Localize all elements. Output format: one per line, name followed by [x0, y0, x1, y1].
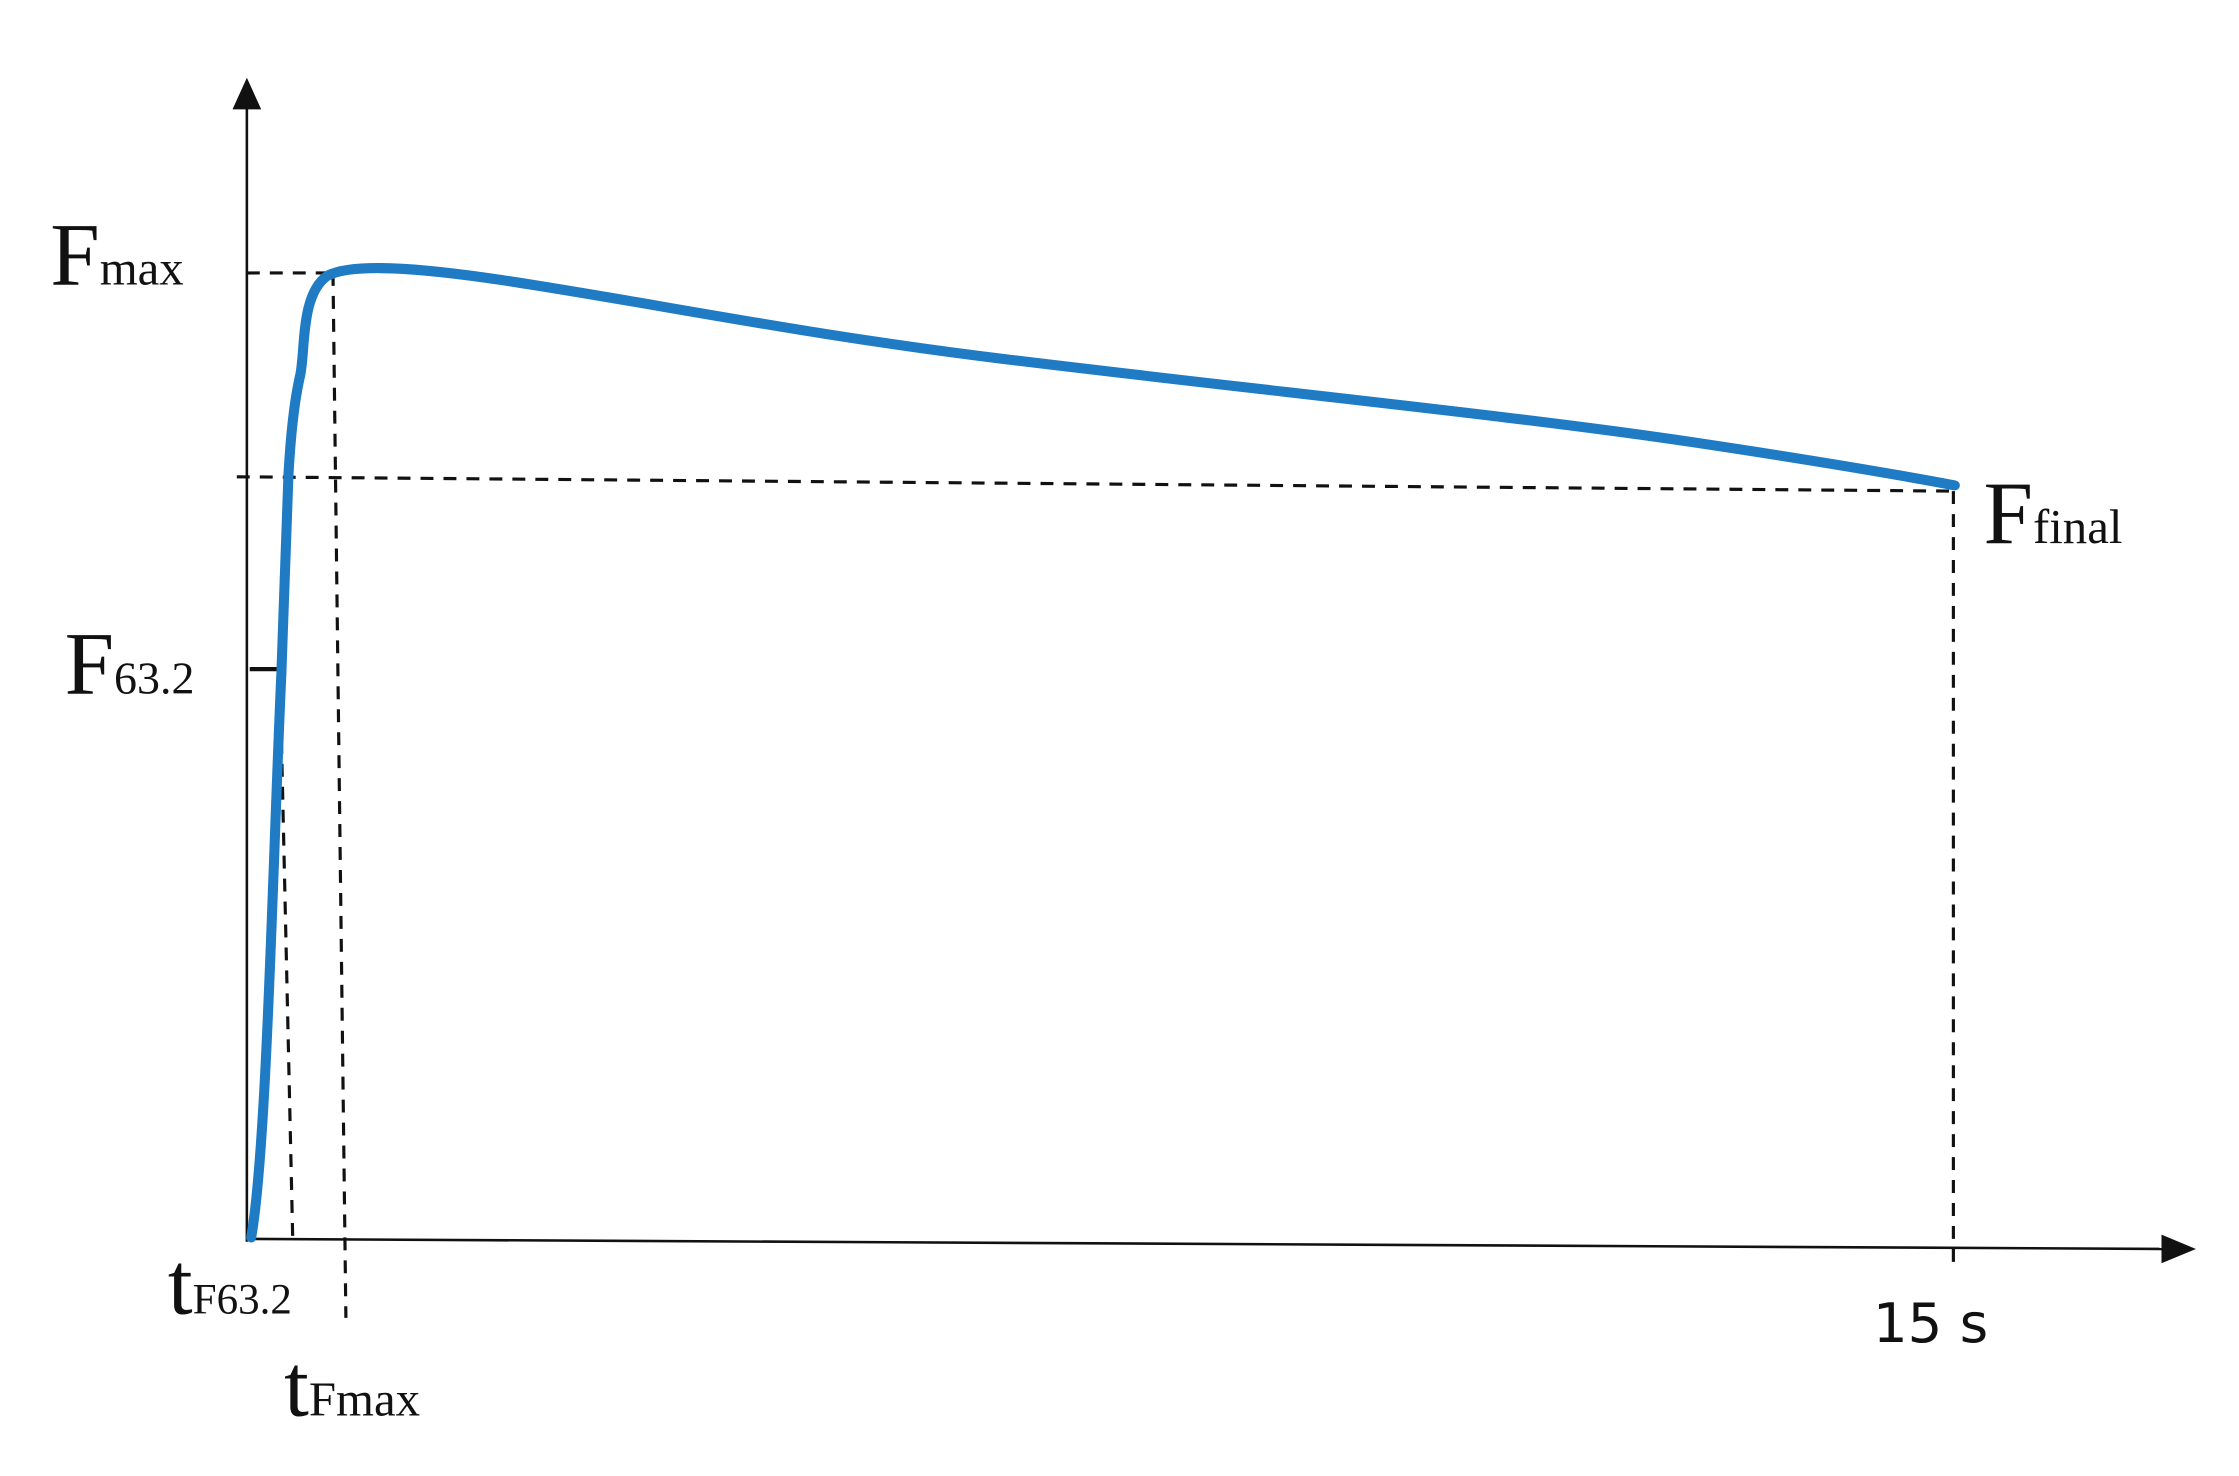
fmax-label: Fmax — [50, 206, 183, 304]
label-main: F — [1984, 465, 2033, 563]
label-sub: max — [100, 241, 184, 295]
tfmax-label: tFmax — [284, 1337, 420, 1435]
label-main: F — [50, 206, 99, 304]
end-time-label: 15 s — [1873, 1291, 1988, 1355]
label-main: t — [284, 1337, 309, 1435]
label-sub: F63.2 — [193, 1277, 292, 1324]
label-main: t — [168, 1236, 193, 1334]
label-main: F — [65, 616, 114, 714]
ffinal-label: Ffinal — [1984, 465, 2123, 563]
ffinal-guide — [236, 475, 1955, 493]
force-curve — [246, 263, 1960, 1243]
label-sub: 63.2 — [114, 653, 194, 704]
f632-label: F63.2 — [65, 616, 195, 714]
y-axis-arrow — [232, 77, 262, 110]
x-axis-arrow — [2161, 1234, 2196, 1264]
tf632-label: tF63.2 — [168, 1236, 292, 1334]
label-sub: final — [2033, 500, 2122, 554]
x-axis — [246, 1237, 2168, 1251]
label-sub: Fmax — [309, 1372, 420, 1426]
